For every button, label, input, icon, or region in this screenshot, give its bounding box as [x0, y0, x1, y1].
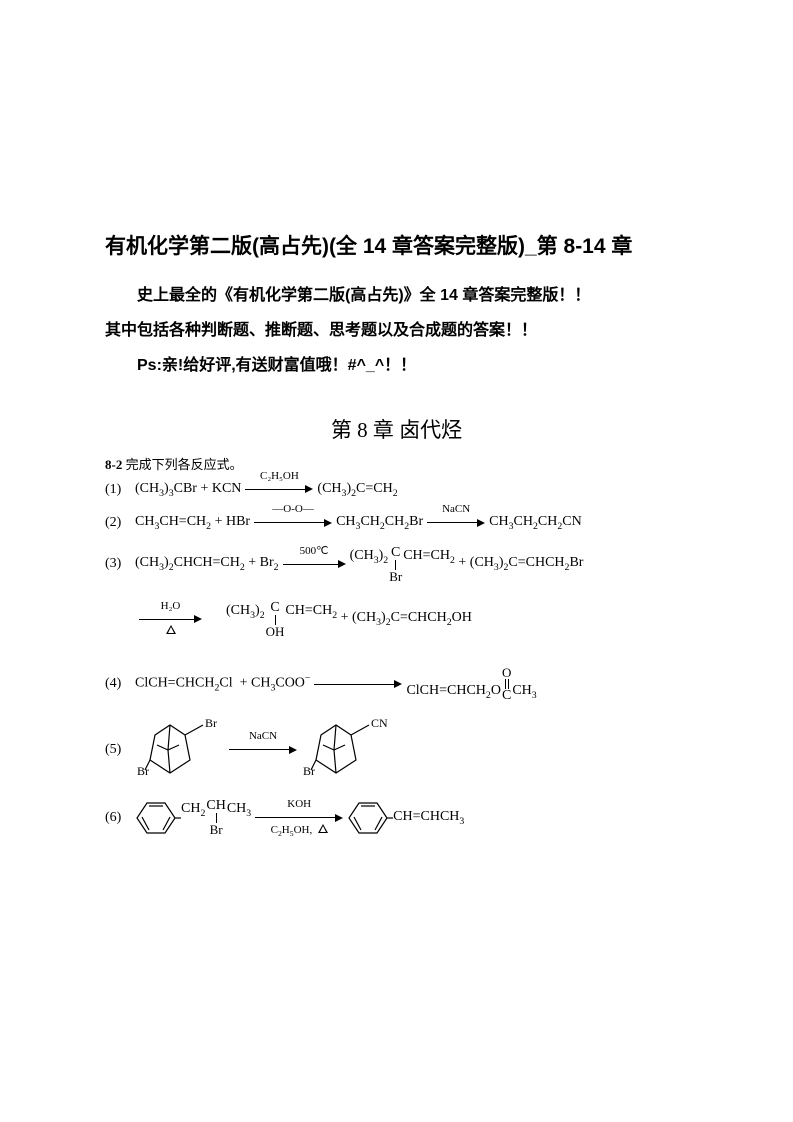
reaction-index: (4) [105, 674, 135, 694]
main-title: 有机化学第二版(高占先)(全 14 章答案完整版)_第 8-14 章 [105, 230, 688, 260]
reaction-arrow-2: NaCN [427, 519, 485, 527]
reaction-3: (3) (CH3)2CHCH=CH2 + Br2 500℃ (CH3)2 CBr… [105, 546, 688, 638]
reaction-4: (4) ClCH=CHCH2Cl + CH3COO− ClCH=CHCH2O O… [105, 666, 688, 703]
reactant: ClCH=CHCH2Cl + CH3COO− [135, 672, 310, 695]
reactant: (CH3)3CBr + KCN [135, 479, 241, 501]
arrow-top-label: NaCN [442, 502, 470, 517]
arrow-top-label: NaCN [249, 729, 277, 744]
intro-line-3: Ps:亲!给好评,有送财富值哦！#^_^！！ [105, 348, 688, 383]
section-head: 8-2 完成下列各反应式。 [105, 454, 688, 473]
reaction-index: (1) [105, 480, 135, 500]
phenyl-ring-left [135, 797, 181, 839]
reaction-arrow [314, 680, 402, 688]
product: CH3CH2CH2CN [489, 512, 582, 534]
arrow-top-label: KOH [287, 797, 311, 812]
reaction-arrow: C₂H₅OH [245, 485, 313, 493]
intermediate: CH3CH2CH2Br [336, 512, 423, 534]
product-1: (CH3)2 CBr CH=CH2 [350, 546, 455, 583]
reaction-5: (5) Br Br NaCN [105, 715, 688, 785]
reactant: CH3CH=CH2 + HBr [135, 512, 250, 534]
reaction-arrow-step2: H₂O [139, 615, 202, 623]
right-chain: CH=CHCH3 [393, 807, 464, 829]
arrow-top-label: ―O-O― [272, 502, 314, 517]
reaction-1: (1) (CH3)3CBr + KCN C₂H₅OH (CH3)2C=CH2 [105, 479, 688, 501]
phenyl-ring-right [347, 797, 393, 839]
reaction-index: (3) [105, 554, 135, 574]
svg-text:Br: Br [205, 716, 217, 730]
arrow-top-label: H₂O [161, 599, 181, 614]
bicyclic-product: CN Br [301, 715, 396, 785]
product: ClCH=CHCH2O O C CH3 [406, 666, 536, 703]
intro-line-1: 史上最全的《有机化学第二版(高占先)》全 14 章答案完整版！！ [105, 278, 688, 313]
reaction-arrow: ―O-O― [254, 519, 332, 527]
product: (CH3)2C=CH2 [317, 479, 397, 501]
left-chain: CH2 CHBr CH3 [181, 799, 251, 836]
reaction-index: (5) [105, 740, 135, 760]
product-2a: (CH3)2 COH CH=CH2 [226, 601, 337, 638]
svg-text:CN: CN [371, 716, 388, 730]
reactions-block: (1) (CH3)3CBr + KCN C₂H₅OH (CH3)2C=CH2 (… [105, 479, 688, 839]
reaction-arrow: NaCN [229, 746, 297, 754]
arrow-top-label: 500℃ [300, 544, 329, 559]
reaction-index: (6) [105, 808, 135, 828]
arrow-top-label: C₂H₅OH [260, 469, 299, 484]
intro-line-2: 其中包括各种判断题、推断题、思考题以及合成题的答案！！ [105, 313, 688, 348]
reactant: (CH3)2CHCH=CH2 + Br2 [135, 553, 279, 575]
reaction-index: (2) [105, 513, 135, 533]
reaction-2: (2) CH3CH=CH2 + HBr ―O-O― CH3CH2CH2Br Na… [105, 512, 688, 534]
plus: + (CH3)2C=CHCH2Br [455, 553, 584, 575]
chapter-title: 第 8 章 卤代烃 [105, 414, 688, 444]
section-text: 完成下列各反应式。 [122, 457, 242, 472]
section-number: 8-2 [105, 457, 122, 472]
reaction-6: (6) CH2 CHBr CH3 [105, 797, 688, 839]
bicyclic-reactant: Br Br [135, 715, 225, 785]
arrow-bottom-triangle [166, 624, 176, 639]
plus-2: + (CH3)2C=CHCH2OH [337, 608, 472, 630]
reaction-arrow: 500℃ [283, 560, 346, 568]
arrow-bottom-label: C2H5OH, [271, 823, 328, 840]
reaction-arrow: KOH C2H5OH, [255, 814, 343, 822]
page: 有机化学第二版(高占先)(全 14 章答案完整版)_第 8-14 章 史上最全的… [0, 0, 793, 911]
